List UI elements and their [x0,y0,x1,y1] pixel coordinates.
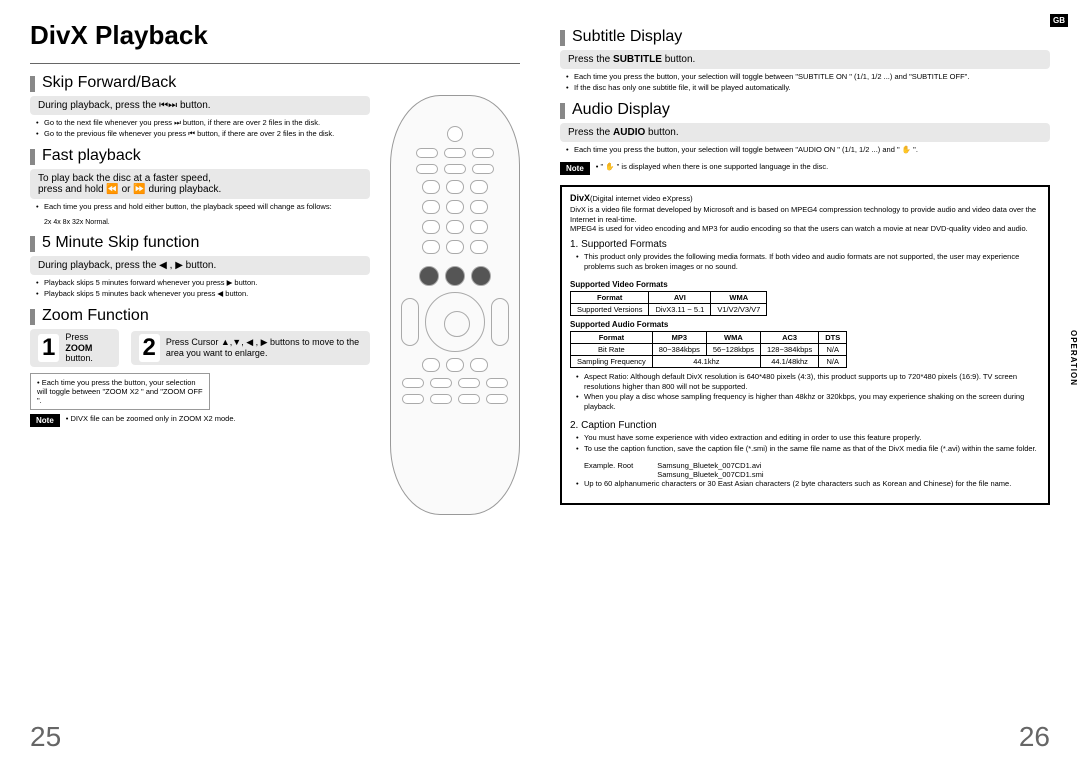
skip-instruction: During playback, press the ⏮⏭ button. [30,96,370,115]
supported-formats-h: 1. Supported Formats [570,239,1040,250]
caption-b3: Up to 60 alphanumeric characters or 30 E… [584,479,1040,489]
side-tab-operation: OPERATION [1069,330,1078,386]
ar1-0: Bit Rate [571,343,653,355]
formats-bullet-1: This product only provides the following… [584,252,1040,272]
ath-1: MP3 [652,331,706,343]
vtd-1: DivX3.11 ~ 5.1 [649,303,711,315]
remote-illustration [390,95,520,515]
zoom-step-1: 1 Press ZOOM button. [30,329,119,367]
caption-bullets: You must have some experience with video… [570,433,1040,454]
vtd-2: V1/V2/V3/V7 [711,303,767,315]
ar1-2: 56~128kbps [706,343,760,355]
caption-function-h: 2. Caption Function [570,420,1040,431]
ath-2: WMA [706,331,760,343]
zoom-note-row: Note • DIVX file can be zoomed only in Z… [30,414,370,427]
divx-info-box: DivX(Digital internet video eXpress) Div… [560,185,1050,505]
audio-bullets: Each time you press the button, your sel… [560,145,1050,155]
divx-title: DivX [570,193,590,203]
caption-b1: You must have some experience with video… [584,433,1040,443]
audio-note-text: • " ✋ " is displayed when there is one s… [596,162,1050,171]
subtitle-bullet-2: If the disc has only one subtitle file, … [574,83,1050,93]
zoom-step-2: 2 Press Cursor ▲,▼, ◀ , ▶ buttons to mov… [131,329,370,367]
audio-table-title: Supported Audio Formats [570,320,1040,329]
section-5min: 5 Minute Skip function [30,234,370,252]
caption-ex1: Samsung_Bluetek_007CD1.avi [657,461,761,470]
title-rule [30,63,520,64]
ar1-1: 80~384kbps [652,343,706,355]
section-subtitle: Subtitle Display [560,28,1050,46]
ath-4: DTS [819,331,847,343]
section-skip: Skip Forward/Back [30,74,370,92]
zoom-note-text: • DIVX file can be zoomed only in ZOOM X… [66,414,370,423]
fast-instr-line1: To play back the disc at a faster speed, [38,173,211,184]
divx-body: DivX is a video file format developed by… [570,205,1040,233]
min5-bullet-1: Playback skips 5 minutes forward wheneve… [44,278,370,288]
fast-bullets: Each time you press and hold either butt… [30,202,370,212]
fast-speeds: 2x 4x 8x 32x Normal. [30,219,370,226]
zoom-step1-num: 1 [38,334,59,362]
caption-example: Example. Root Samsung_Bluetek_007CD1.avi… [570,461,1040,479]
fast-instr-line2: press and hold ⏪ or ⏩ during playback. [38,184,221,195]
ar2-2: 44.1/48khz [760,355,818,367]
zoom-steps: 1 Press ZOOM button. 2 Press Cursor ▲,▼,… [30,329,370,367]
ath-3: AC3 [760,331,818,343]
caption-ex-label: Example. Root [584,461,633,479]
skip-bullet-2: Go to the previous file whenever you pre… [44,129,370,139]
audio-note-row: Note • " ✋ " is displayed when there is … [560,162,1050,175]
main-title: DivX Playback [30,20,520,51]
note-badge: Note [560,162,590,175]
fmt-note-1: When you play a disc whose sampling freq… [584,392,1040,412]
ar2-0: Sampling Frequency [571,355,653,367]
caption-b2: To use the caption function, save the ca… [584,444,1040,454]
zoom-toggle-note: • Each time you press the button, your s… [30,373,210,410]
skip-bullet-1: Go to the next file whenever you press ⏭… [44,118,370,128]
page-number-left: 25 [30,721,61,753]
page-right: GB OPERATION Subtitle Display Press the … [560,20,1050,753]
subtitle-bullet-1: Each time you press the button, your sel… [574,72,1050,82]
ar1-4: N/A [819,343,847,355]
video-formats-table: Format AVI WMA Supported Versions DivX3.… [570,291,767,316]
vth-0: Format [571,291,649,303]
caption-bullets-2: Up to 60 alphanumeric characters or 30 E… [570,479,1040,489]
min5-bullets: Playback skips 5 minutes forward wheneve… [30,278,370,299]
ath-0: Format [571,331,653,343]
subtitle-bullets: Each time you press the button, your sel… [560,72,1050,93]
min5-bullet-2: Playback skips 5 minutes back whenever y… [44,289,370,299]
ar2-3: N/A [819,355,847,367]
format-extra-notes: Aspect Ratio: Although default DivX reso… [570,372,1040,412]
vtd-0: Supported Versions [571,303,649,315]
page-left: DivX Playback Skip Forward/Back During p… [30,20,520,753]
video-table-title: Supported Video Formats [570,280,1040,289]
note-badge: Note [30,414,60,427]
min5-instruction: During playback, press the ◀ , ▶ button. [30,256,370,275]
section-zoom: Zoom Function [30,307,370,325]
formats-bullets: This product only provides the following… [570,252,1040,272]
fast-instruction: To play back the disc at a faster speed,… [30,169,370,199]
vth-2: WMA [711,291,767,303]
fast-bullet-1: Each time you press and hold either butt… [44,202,370,212]
vth-1: AVI [649,291,711,303]
ar1-3: 128~384kbps [760,343,818,355]
section-fast: Fast playback [30,147,370,165]
zoom-step1-text: Press ZOOM button. [65,332,110,364]
subtitle-instruction: Press the SUBTITLE button. [560,50,1050,69]
fmt-note-0: Aspect Ratio: Although default DivX reso… [584,372,1040,392]
divx-title-sub: (Digital internet video eXpress) [590,194,693,203]
caption-ex2: Samsung_Bluetek_007CD1.smi [657,470,763,479]
audio-bullet-1: Each time you press the button, your sel… [574,145,1050,155]
skip-bullets: Go to the next file whenever you press ⏭… [30,118,370,139]
audio-instruction: Press the AUDIO button. [560,123,1050,142]
ar2-1: 44.1khz [652,355,760,367]
gb-badge: GB [1050,14,1068,27]
zoom-step2-text: Press Cursor ▲,▼, ◀ , ▶ buttons to move … [166,337,362,359]
page-number-right: 26 [1019,721,1050,753]
section-audio: Audio Display [560,101,1050,119]
zoom-step2-num: 2 [139,334,160,362]
audio-formats-table: Format MP3 WMA AC3 DTS Bit Rate 80~384kb… [570,331,847,368]
